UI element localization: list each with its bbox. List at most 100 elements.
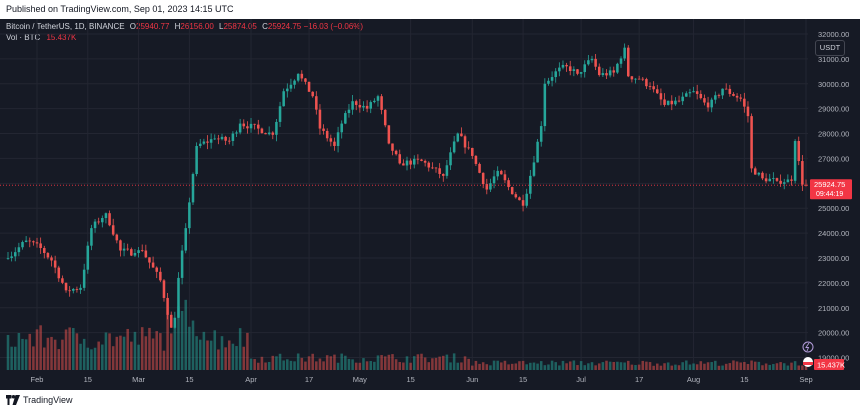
volume-bar bbox=[623, 362, 626, 370]
volume-bar bbox=[438, 356, 441, 370]
volume-bar bbox=[46, 337, 50, 370]
volume-bar bbox=[369, 361, 372, 370]
volume-bar bbox=[797, 365, 801, 370]
time-tick-label: Jul bbox=[576, 375, 586, 384]
volume-bar bbox=[637, 364, 641, 370]
volume-bar bbox=[278, 353, 282, 370]
candle-body bbox=[344, 113, 347, 124]
volume-bar bbox=[402, 362, 405, 370]
candle-body bbox=[536, 141, 539, 163]
currency-flag-stripe bbox=[803, 362, 813, 365]
candle-body bbox=[460, 133, 463, 137]
volume-bar bbox=[666, 362, 670, 370]
volume-bars bbox=[6, 299, 808, 370]
volume-bar bbox=[681, 362, 684, 370]
candle-body bbox=[82, 269, 86, 288]
low-value: 25874.05 bbox=[223, 22, 257, 31]
volume-bar bbox=[677, 365, 681, 370]
candle-body bbox=[431, 167, 434, 169]
time-axis[interactable]: Feb 15 Mar 15 Apr 17 May 15 Jun 15 Jul 17 Aug 15 Sep bbox=[31, 375, 813, 384]
candle-body bbox=[188, 202, 191, 229]
volume-bar bbox=[597, 363, 601, 370]
volume-bar bbox=[510, 363, 514, 370]
price-tick-label: 22000.00 bbox=[818, 279, 849, 288]
candle-body bbox=[358, 104, 362, 108]
volume-bar bbox=[195, 336, 198, 370]
candle-body bbox=[373, 100, 376, 103]
candle-body bbox=[336, 132, 340, 146]
candle-body bbox=[402, 163, 405, 166]
volume-bar bbox=[289, 360, 293, 370]
candle-body bbox=[761, 172, 764, 179]
volume-bar bbox=[217, 349, 220, 370]
volume-bar bbox=[24, 339, 28, 370]
candle-body bbox=[612, 70, 616, 73]
candle-body bbox=[597, 66, 601, 76]
volume-bar bbox=[344, 355, 347, 370]
volume-bar bbox=[373, 361, 376, 370]
volume-bar bbox=[554, 362, 557, 370]
volume-bar bbox=[188, 326, 191, 370]
volume-bar bbox=[126, 328, 129, 370]
candle-body bbox=[289, 84, 293, 89]
low-label: L bbox=[219, 22, 224, 31]
candle-body bbox=[282, 91, 285, 107]
volume-bar bbox=[616, 361, 619, 370]
volume-bar bbox=[101, 344, 104, 370]
time-tick-label: 15 bbox=[406, 375, 414, 384]
candle-body bbox=[6, 257, 10, 259]
candle-body bbox=[111, 225, 115, 235]
candle-body bbox=[572, 69, 576, 72]
candle-body bbox=[257, 124, 260, 129]
candle-body bbox=[739, 97, 742, 99]
volume-bar bbox=[423, 357, 427, 370]
candle-body bbox=[311, 91, 314, 97]
volume-bar bbox=[427, 362, 431, 370]
volume-bar bbox=[391, 354, 394, 370]
volume-bar bbox=[568, 361, 572, 370]
candle-body bbox=[768, 178, 771, 182]
candlestick-chart[interactable]: 19000.00 20000.00 21000.00 22000.00 23000.00… bbox=[0, 19, 860, 390]
candle-body bbox=[797, 141, 801, 162]
volume-bar bbox=[500, 362, 503, 370]
volume-bar bbox=[714, 360, 717, 370]
volume-bar bbox=[521, 360, 525, 370]
candle-body bbox=[779, 180, 782, 184]
candle-body bbox=[442, 173, 445, 176]
volume-bar bbox=[43, 347, 46, 370]
volume-bar bbox=[558, 365, 561, 370]
volume-bar bbox=[710, 362, 713, 370]
volume-bar bbox=[753, 361, 757, 370]
candle-body bbox=[144, 250, 148, 258]
time-tick-label: Mar bbox=[132, 375, 145, 384]
candle-body bbox=[587, 60, 590, 65]
candle-body bbox=[238, 123, 242, 133]
candle-body bbox=[166, 297, 169, 315]
candle-body bbox=[122, 248, 126, 251]
volume-bar bbox=[652, 365, 655, 370]
candle-body bbox=[757, 172, 761, 175]
time-tick-label: Jun bbox=[466, 375, 478, 384]
currency-button[interactable]: USDT bbox=[815, 40, 845, 56]
candle-body bbox=[576, 69, 579, 74]
volume-bar bbox=[409, 362, 412, 370]
candle-body bbox=[645, 79, 648, 87]
candle-body bbox=[101, 218, 104, 223]
candle-body bbox=[543, 83, 547, 127]
candle-body bbox=[130, 249, 133, 256]
volume-bar bbox=[17, 332, 21, 370]
volume-bar bbox=[246, 332, 249, 370]
candle-body bbox=[663, 99, 666, 105]
volume-bar bbox=[362, 358, 365, 370]
chart-pane[interactable]: Bitcoin / TetherUS, 1D, BINANCE O25940.7… bbox=[0, 19, 860, 390]
volume-bar bbox=[772, 364, 775, 370]
candle-body bbox=[416, 158, 420, 160]
volume-bar bbox=[173, 326, 177, 370]
candle-body bbox=[558, 67, 561, 72]
candle-body bbox=[318, 109, 322, 129]
candle-body bbox=[32, 241, 35, 243]
price-tick-label: 30000.00 bbox=[818, 80, 849, 89]
candle-body bbox=[351, 101, 354, 110]
volume-bar bbox=[456, 362, 460, 370]
candle-body bbox=[412, 158, 416, 165]
